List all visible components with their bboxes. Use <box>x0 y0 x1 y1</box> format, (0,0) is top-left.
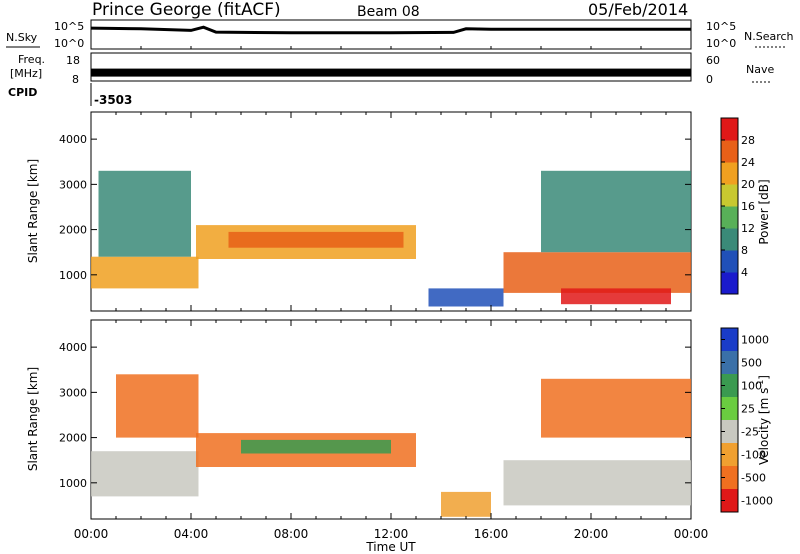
plot-title: Prince George (fitACF) <box>92 0 281 20</box>
noise-panel: N.Sky 10^5 10^0 10^5 10^0 N.Search <box>6 19 794 50</box>
y-tick-label: 2000 <box>59 432 87 445</box>
colorbar-tick-label: 24 <box>741 156 755 169</box>
frequency-panel: Freq. [MHz] 18 8 60 0 Nave <box>10 52 774 86</box>
velocity-data-region <box>241 439 391 454</box>
velocity-colorbar-label-main: Velocity [m s <box>757 388 771 465</box>
colorbar-tick-label: 500 <box>741 357 762 370</box>
power-data-region <box>561 288 671 305</box>
velocity-data-region <box>441 491 491 517</box>
power-data-region <box>228 231 404 248</box>
power-panel: Slant Range [km] Power [dB] 1000 2000 3000… <box>26 111 771 312</box>
y-tick-label: 4000 <box>59 341 87 354</box>
time-xlabel: Time UT <box>365 540 416 554</box>
noise-right-label: N.Search <box>744 30 794 43</box>
cpid-value: -3503 <box>94 93 132 107</box>
noise-left-tick-high: 10^5 <box>54 20 84 33</box>
velocity-data-region <box>541 378 691 438</box>
colorbar-tick-label: -100 <box>741 449 766 462</box>
velocity-colorbar-label-sup: -1 <box>756 380 765 388</box>
power-data-region <box>541 170 691 253</box>
colorbar-swatch <box>721 397 738 421</box>
velocity-ylabel: Slant Range [km] <box>26 367 40 471</box>
velocity-data-region <box>116 374 199 438</box>
frequency-label-2: [MHz] <box>10 67 42 80</box>
colorbar-tick-label: -500 <box>741 472 766 485</box>
y-tick-label: 4000 <box>59 133 87 146</box>
colorbar-tick-label: -1000 <box>741 495 773 508</box>
power-data-region <box>91 256 199 289</box>
velocity-data-region <box>91 451 199 497</box>
noise-right-tick-high: 10^5 <box>706 20 736 33</box>
colorbar-swatch <box>721 184 738 207</box>
nave-tick-low: 0 <box>706 73 713 86</box>
colorbar-tick-label: 20 <box>741 178 755 191</box>
x-tick-label: 04:00 <box>174 527 209 541</box>
colorbar-swatch <box>721 118 738 141</box>
colorbar-tick-label: 25 <box>741 403 755 416</box>
colorbar-tick-label: -25 <box>741 426 759 439</box>
colorbar-swatch <box>721 228 738 251</box>
frequency-tick-low: 8 <box>72 73 79 86</box>
y-tick-label: 1000 <box>59 269 87 282</box>
colorbar-swatch <box>721 466 738 490</box>
noise-series-line <box>90 25 691 35</box>
colorbar-tick-label: 12 <box>741 222 755 235</box>
power-colorbar-label: Power [dB] <box>757 179 771 244</box>
frequency-series-band <box>91 68 691 77</box>
beam-label: Beam 08 <box>357 4 420 20</box>
colorbar-swatch <box>721 443 738 467</box>
velocity-colorbar-label: Velocity [m s-1] <box>756 375 771 465</box>
x-tick-label: 00:00 <box>674 527 709 541</box>
noise-left-label: N.Sky <box>6 31 38 44</box>
cpid-label: CPID <box>8 86 37 99</box>
velocity-data-region <box>503 460 691 506</box>
colorbar-swatch <box>721 351 738 375</box>
noise-left-tick-low: 10^0 <box>54 37 84 50</box>
y-tick-label: 2000 <box>59 224 87 237</box>
colorbar-swatch <box>721 489 738 513</box>
power-data-region <box>503 252 691 293</box>
power-data-region <box>98 170 191 257</box>
frequency-frame <box>90 52 692 82</box>
x-tick-label: 00:00 <box>74 527 109 541</box>
x-tick-label: 20:00 <box>574 527 609 541</box>
power-ylabel: Slant Range [km] <box>26 159 40 263</box>
x-tick-label: 12:00 <box>374 527 409 541</box>
velocity-colorbar-label-close: ] <box>757 375 771 380</box>
colorbar-frame <box>720 327 739 513</box>
colorbar-swatch <box>721 250 738 273</box>
colorbar-tick-label: 16 <box>741 200 755 213</box>
noise-right-tick-low: 10^0 <box>706 37 736 50</box>
y-tick-label: 3000 <box>59 386 87 399</box>
power-data-region <box>428 288 504 307</box>
colorbar-tick-label: 4 <box>741 266 748 279</box>
x-tick-label: 08:00 <box>274 527 309 541</box>
colorbar-swatch <box>721 420 738 444</box>
date-label: 05/Feb/2014 <box>588 0 688 19</box>
noise-frame <box>90 19 692 50</box>
y-tick-label: 3000 <box>59 178 87 191</box>
colorbar-swatch <box>721 272 738 295</box>
nave-label: Nave <box>746 63 774 76</box>
frequency-label-1: Freq. <box>18 53 45 66</box>
cpid-panel: CPID -3503 <box>8 83 132 107</box>
colorbar-swatch <box>721 162 738 185</box>
colorbar-swatch <box>721 374 738 398</box>
colorbar-tick-label: 100 <box>741 380 762 393</box>
y-tick-label: 1000 <box>59 477 87 490</box>
colorbar-swatch <box>721 140 738 163</box>
colorbar-swatch <box>721 206 738 229</box>
colorbar-tick-label: 28 <box>741 134 755 147</box>
x-tick-label: 16:00 <box>474 527 509 541</box>
colorbar-swatch <box>721 328 738 352</box>
frequency-tick-high: 18 <box>66 54 80 67</box>
velocity-panel: Slant Range [km] Velocity [m s-1] Time U… <box>26 319 773 554</box>
colorbar-tick-label: 1000 <box>741 334 769 347</box>
nave-tick-high: 60 <box>706 54 720 67</box>
colorbar-tick-label: 8 <box>741 244 748 257</box>
